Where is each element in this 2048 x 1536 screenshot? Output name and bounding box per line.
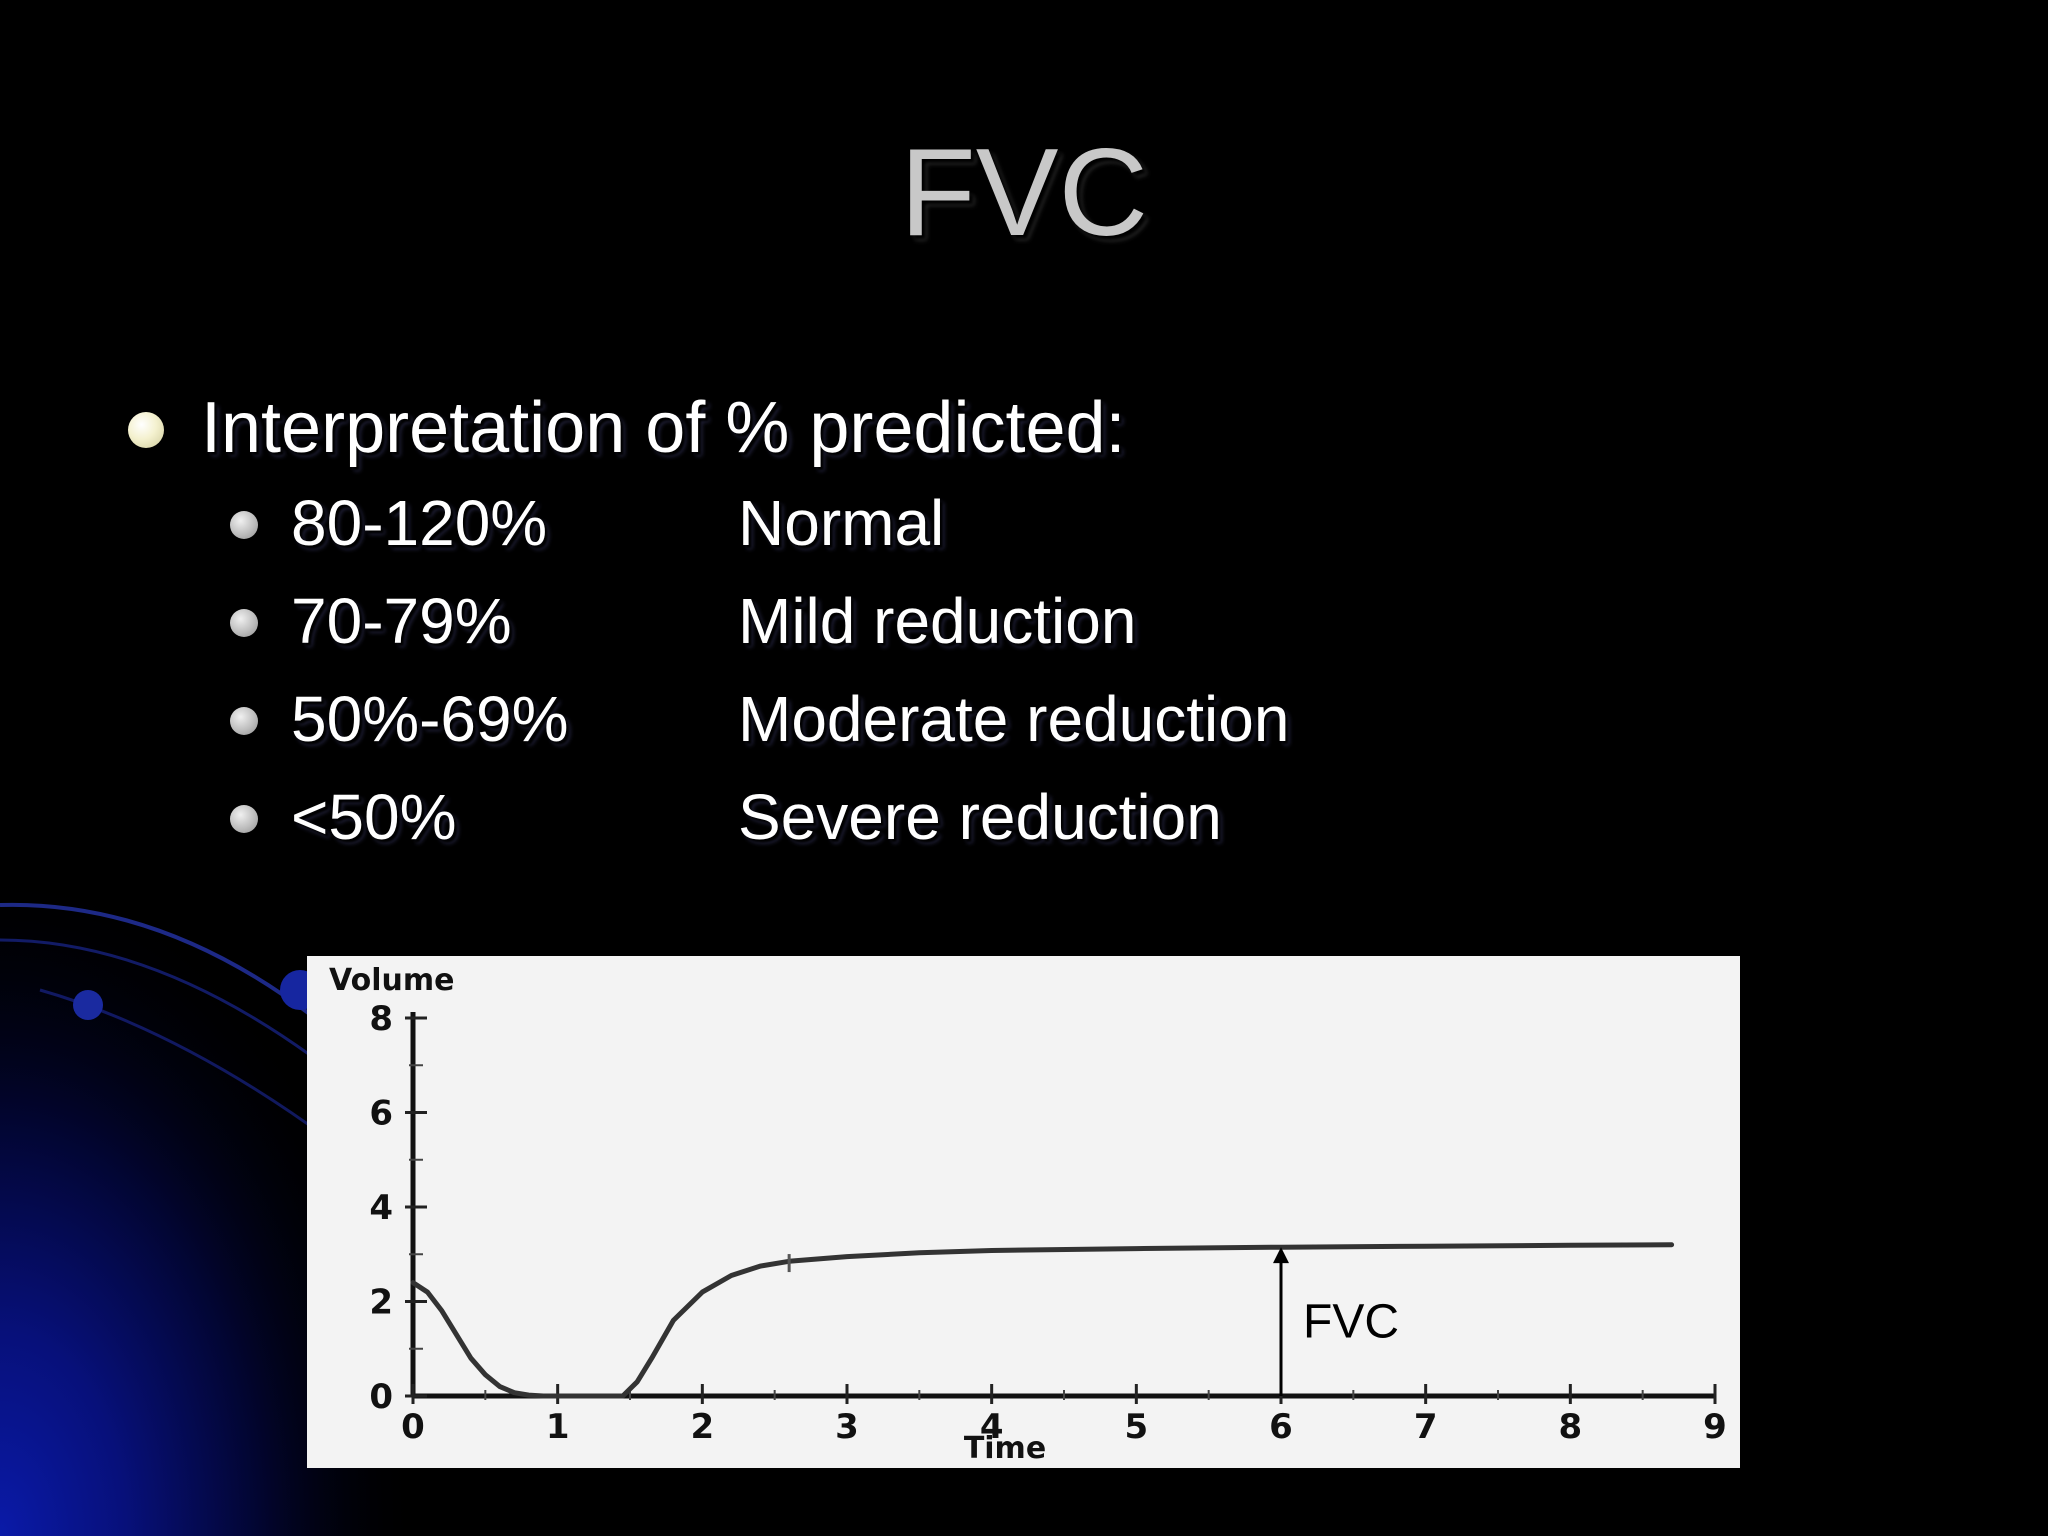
interpretation-label: Normal bbox=[738, 487, 945, 559]
slide-title: FVC bbox=[900, 124, 1148, 262]
fvc-arrow-head bbox=[1273, 1247, 1289, 1264]
range-value: 50%-69% bbox=[291, 683, 569, 755]
spirometry-chart: Volume Time 0 1 2 3 4 5 6 7 8 9 0 2 4 6 8 FVC bbox=[329, 963, 1727, 1466]
x-tick-label: 3 bbox=[835, 1407, 859, 1447]
interpretation-label: Moderate reduction bbox=[738, 683, 1290, 755]
y-axis-label: Volume bbox=[329, 963, 454, 998]
bullet-dot bbox=[230, 805, 258, 833]
main-bullet-text: Interpretation of % predicted: bbox=[201, 388, 1126, 468]
x-tick-label: 4 bbox=[980, 1407, 1004, 1447]
volume-time-curve bbox=[410, 1242, 1675, 1399]
x-tick-label: 2 bbox=[690, 1407, 714, 1447]
spirometry-chart-panel: Volume Time 0 1 2 3 4 5 6 7 8 9 0 2 4 6 8 FVC bbox=[307, 956, 1740, 1468]
x-tick-label: 6 bbox=[1269, 1407, 1293, 1447]
interpretation-label: Mild reduction bbox=[738, 585, 1137, 657]
x-axis-label: Time bbox=[964, 1431, 1046, 1466]
x-tick-label: 0 bbox=[401, 1407, 425, 1447]
chart-series bbox=[410, 1242, 1675, 1399]
y-tick-label: 4 bbox=[369, 1188, 393, 1228]
x-tick-label: 1 bbox=[546, 1407, 570, 1447]
x-tick-label: 8 bbox=[1558, 1407, 1582, 1447]
chart-annotations: FVC bbox=[1273, 1247, 1399, 1396]
y-tick-label: 6 bbox=[369, 1094, 393, 1134]
x-tick-label: 7 bbox=[1414, 1407, 1438, 1447]
range-value: 70-79% bbox=[291, 585, 512, 657]
range-value: <50% bbox=[291, 781, 457, 853]
y-tick-label: 0 bbox=[369, 1377, 393, 1417]
fvc-annotation-label: FVC bbox=[1303, 1296, 1399, 1349]
bullet-dot bbox=[128, 412, 164, 448]
x-tick-label: 9 bbox=[1703, 1407, 1727, 1447]
bullet-dot bbox=[230, 511, 258, 539]
interpretation-label: Severe reduction bbox=[738, 781, 1222, 853]
bullet-dot bbox=[230, 609, 258, 637]
range-value: 80-120% bbox=[291, 487, 548, 559]
bullet-dot bbox=[230, 707, 258, 735]
y-tick-label: 2 bbox=[369, 1283, 393, 1323]
chart-axes: 0 1 2 3 4 5 6 7 8 9 0 2 4 6 8 bbox=[369, 999, 1727, 1447]
y-tick-label: 8 bbox=[369, 999, 393, 1039]
x-tick-label: 5 bbox=[1124, 1407, 1148, 1447]
